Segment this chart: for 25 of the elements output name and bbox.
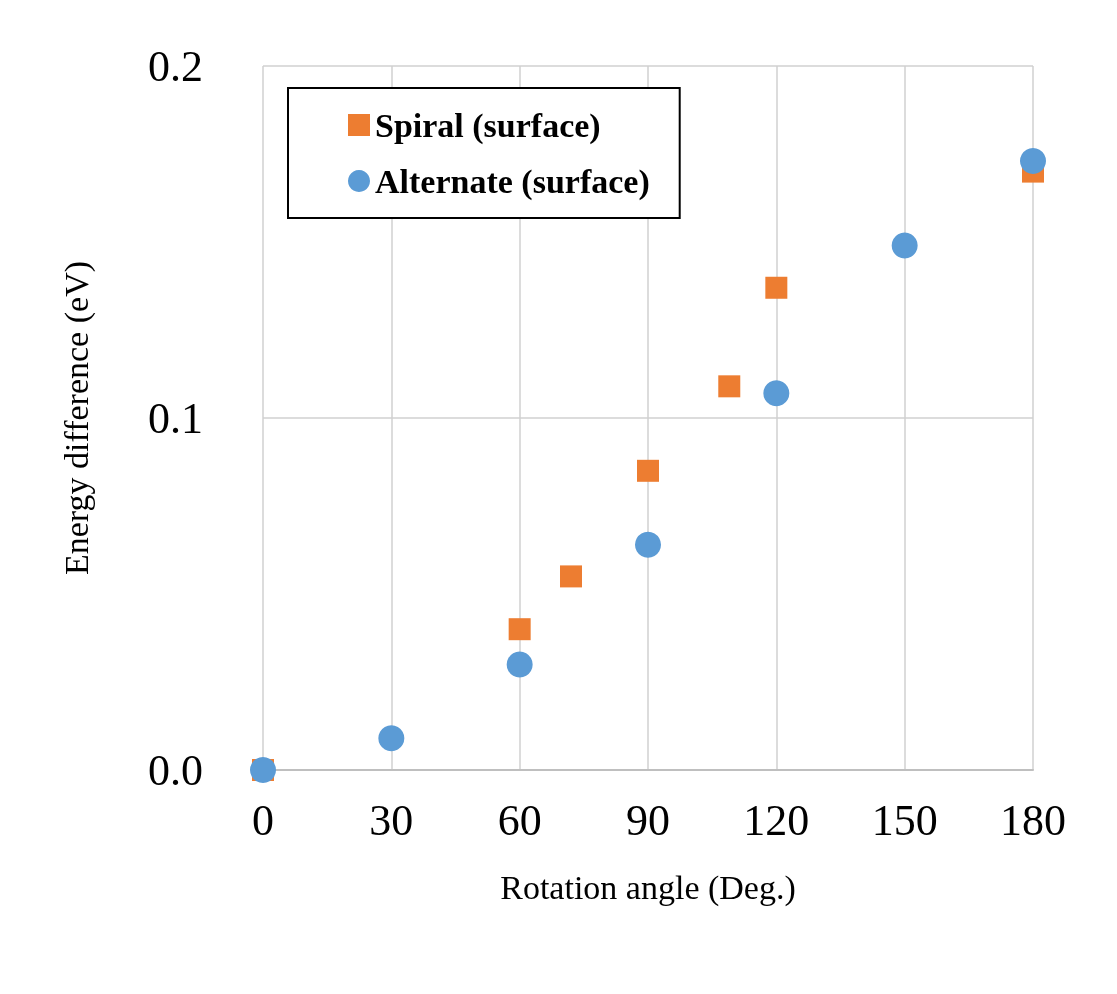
x-tick-label: 120	[743, 795, 810, 845]
y-tick-label: 0.1	[148, 393, 203, 443]
point	[637, 459, 659, 482]
y-axis-title: Energy difference (eV)	[57, 260, 96, 576]
point	[1020, 148, 1046, 175]
x-tick-label: 60	[497, 795, 542, 845]
x-tick-label: 180	[1000, 795, 1066, 845]
x-tick-label: 90	[626, 795, 670, 845]
point	[763, 380, 790, 407]
y-tick-label: 0.2	[148, 41, 203, 91]
point	[560, 565, 582, 588]
legend-label: Spiral (surface)	[375, 106, 601, 145]
x-axis-title: Rotation angle (Deg.)	[500, 868, 796, 907]
point	[718, 375, 741, 398]
point	[508, 618, 531, 641]
point	[378, 725, 405, 752]
legend-label: Alternate (surface)	[375, 162, 650, 201]
y-tick-label: 0.0	[148, 745, 203, 795]
point	[635, 531, 661, 558]
point	[506, 651, 533, 678]
point	[891, 232, 918, 259]
x-tick-label: 150	[871, 795, 938, 845]
x-tick-label: 30	[369, 795, 414, 845]
point	[765, 276, 788, 299]
x-tick-label: 0	[252, 795, 274, 845]
